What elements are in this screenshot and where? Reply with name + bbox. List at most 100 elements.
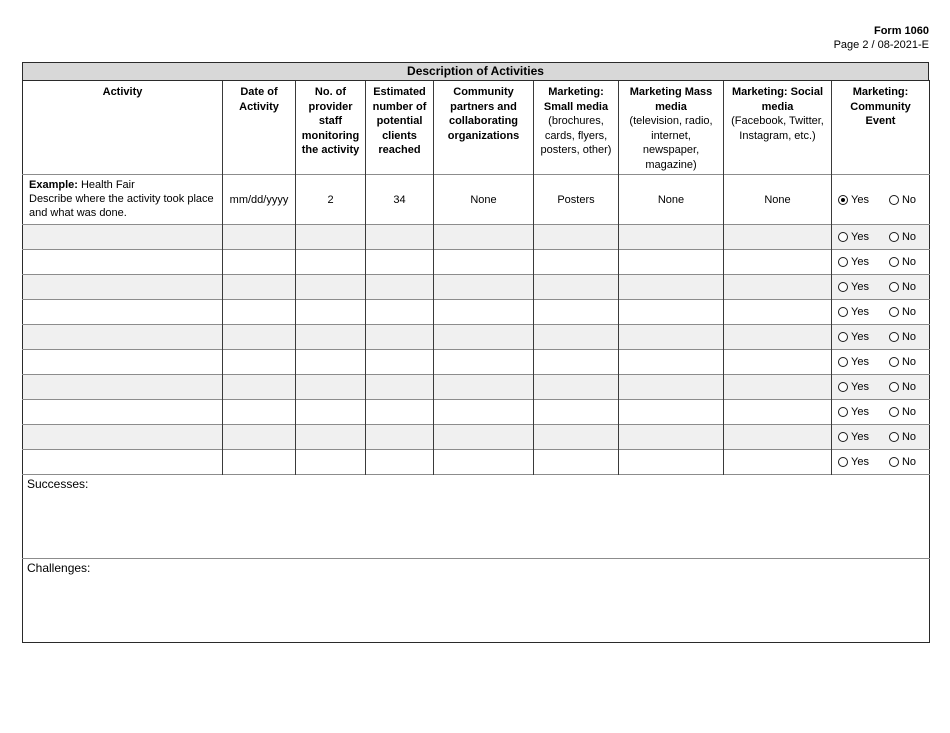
social-media-input-cell[interactable] (723, 324, 832, 350)
no-radio-group[interactable]: No (888, 193, 916, 207)
yes-radio[interactable] (838, 307, 848, 317)
successes-field[interactable]: Successes: (22, 474, 930, 559)
activity-input-cell[interactable] (23, 425, 223, 450)
partners-input-cell[interactable] (433, 224, 534, 250)
date-input-cell[interactable] (222, 274, 296, 300)
activity-input-cell[interactable] (23, 275, 223, 300)
no-radio-group[interactable]: No (888, 231, 916, 243)
clients-input-cell[interactable] (365, 274, 434, 300)
partners-input-cell[interactable] (433, 449, 534, 475)
social-media-input-cell[interactable] (723, 274, 832, 300)
small-media-input-cell[interactable] (533, 324, 619, 350)
date-input-cell[interactable] (222, 399, 296, 425)
mass-media-input-cell[interactable] (618, 449, 724, 475)
no-radio-group[interactable]: No (888, 431, 916, 443)
no-radio[interactable] (888, 357, 899, 367)
clients-input-cell[interactable] (365, 324, 434, 350)
no-radio-group[interactable]: No (888, 456, 916, 468)
date-input-cell[interactable] (222, 424, 296, 450)
small-media-input-cell[interactable] (533, 249, 619, 275)
yes-radio-group[interactable]: Yes (838, 356, 869, 368)
date-input-cell[interactable] (222, 324, 296, 350)
staff-input-cell[interactable] (295, 424, 366, 450)
activity-input-cell[interactable] (23, 375, 223, 400)
small-media-input-cell[interactable] (533, 449, 619, 475)
yes-radio-group[interactable]: Yes (838, 331, 869, 343)
yes-radio-group[interactable]: Yes (838, 431, 869, 443)
partners-input-cell[interactable] (433, 399, 534, 425)
mass-media-input-cell[interactable] (618, 324, 724, 350)
social-media-input-cell[interactable] (723, 424, 832, 450)
no-radio[interactable] (888, 282, 899, 292)
clients-input-cell[interactable] (365, 249, 434, 275)
mass-media-input-cell[interactable] (618, 349, 724, 375)
yes-radio-group[interactable]: Yes (838, 306, 869, 318)
staff-input-cell[interactable] (295, 299, 366, 325)
no-radio-group[interactable]: No (888, 356, 916, 368)
mass-media-input-cell[interactable] (618, 299, 724, 325)
no-radio[interactable] (888, 194, 899, 205)
social-media-input-cell[interactable] (723, 374, 832, 400)
social-media-input-cell[interactable] (723, 224, 832, 250)
staff-input-cell[interactable] (295, 324, 366, 350)
no-radio-group[interactable]: No (888, 406, 916, 418)
yes-radio-group[interactable]: Yes (838, 193, 869, 207)
mass-media-input-cell[interactable] (618, 399, 724, 425)
no-radio-group[interactable]: No (888, 256, 916, 268)
yes-radio-group[interactable]: Yes (838, 256, 869, 268)
staff-input-cell[interactable] (295, 349, 366, 375)
yes-radio-group[interactable]: Yes (838, 456, 869, 468)
clients-input-cell[interactable] (365, 424, 434, 450)
yes-radio[interactable] (838, 332, 848, 342)
partners-input-cell[interactable] (433, 299, 534, 325)
partners-input-cell[interactable] (433, 274, 534, 300)
activity-input-cell[interactable] (23, 350, 223, 375)
yes-radio-group[interactable]: Yes (838, 406, 869, 418)
activity-input-cell[interactable] (23, 400, 223, 425)
clients-input-cell[interactable] (365, 349, 434, 375)
no-radio[interactable] (888, 382, 899, 392)
no-radio[interactable] (888, 457, 899, 467)
mass-media-input-cell[interactable] (618, 249, 724, 275)
staff-input-cell[interactable] (295, 249, 366, 275)
partners-input-cell[interactable] (433, 424, 534, 450)
yes-radio[interactable] (838, 257, 848, 267)
date-input-cell[interactable] (222, 449, 296, 475)
no-radio[interactable] (888, 307, 899, 317)
small-media-input-cell[interactable] (533, 299, 619, 325)
activity-input-cell[interactable] (23, 250, 223, 275)
social-media-input-cell[interactable] (723, 349, 832, 375)
mass-media-input-cell[interactable] (618, 424, 724, 450)
clients-input-cell[interactable] (365, 299, 434, 325)
yes-radio[interactable] (838, 357, 848, 367)
yes-radio[interactable] (838, 457, 848, 467)
no-radio-group[interactable]: No (888, 306, 916, 318)
date-input-cell[interactable] (222, 374, 296, 400)
yes-radio[interactable] (838, 282, 848, 292)
mass-media-input-cell[interactable] (618, 274, 724, 300)
challenges-field[interactable]: Challenges: (22, 558, 930, 643)
yes-radio[interactable] (838, 232, 848, 242)
yes-radio-selected[interactable] (838, 194, 848, 205)
staff-input-cell[interactable] (295, 374, 366, 400)
clients-input-cell[interactable] (365, 224, 434, 250)
yes-radio[interactable] (838, 432, 848, 442)
small-media-input-cell[interactable] (533, 399, 619, 425)
mass-media-input-cell[interactable] (618, 374, 724, 400)
small-media-input-cell[interactable] (533, 224, 619, 250)
social-media-input-cell[interactable] (723, 449, 832, 475)
social-media-input-cell[interactable] (723, 399, 832, 425)
date-input-cell[interactable] (222, 249, 296, 275)
no-radio[interactable] (888, 257, 899, 267)
date-input-cell[interactable] (222, 224, 296, 250)
mass-media-input-cell[interactable] (618, 224, 724, 250)
no-radio-group[interactable]: No (888, 281, 916, 293)
date-input-cell[interactable] (222, 349, 296, 375)
partners-input-cell[interactable] (433, 349, 534, 375)
activity-input-cell[interactable] (23, 300, 223, 325)
small-media-input-cell[interactable] (533, 274, 619, 300)
staff-input-cell[interactable] (295, 224, 366, 250)
yes-radio-group[interactable]: Yes (838, 381, 869, 393)
no-radio[interactable] (888, 432, 899, 442)
no-radio[interactable] (888, 332, 899, 342)
